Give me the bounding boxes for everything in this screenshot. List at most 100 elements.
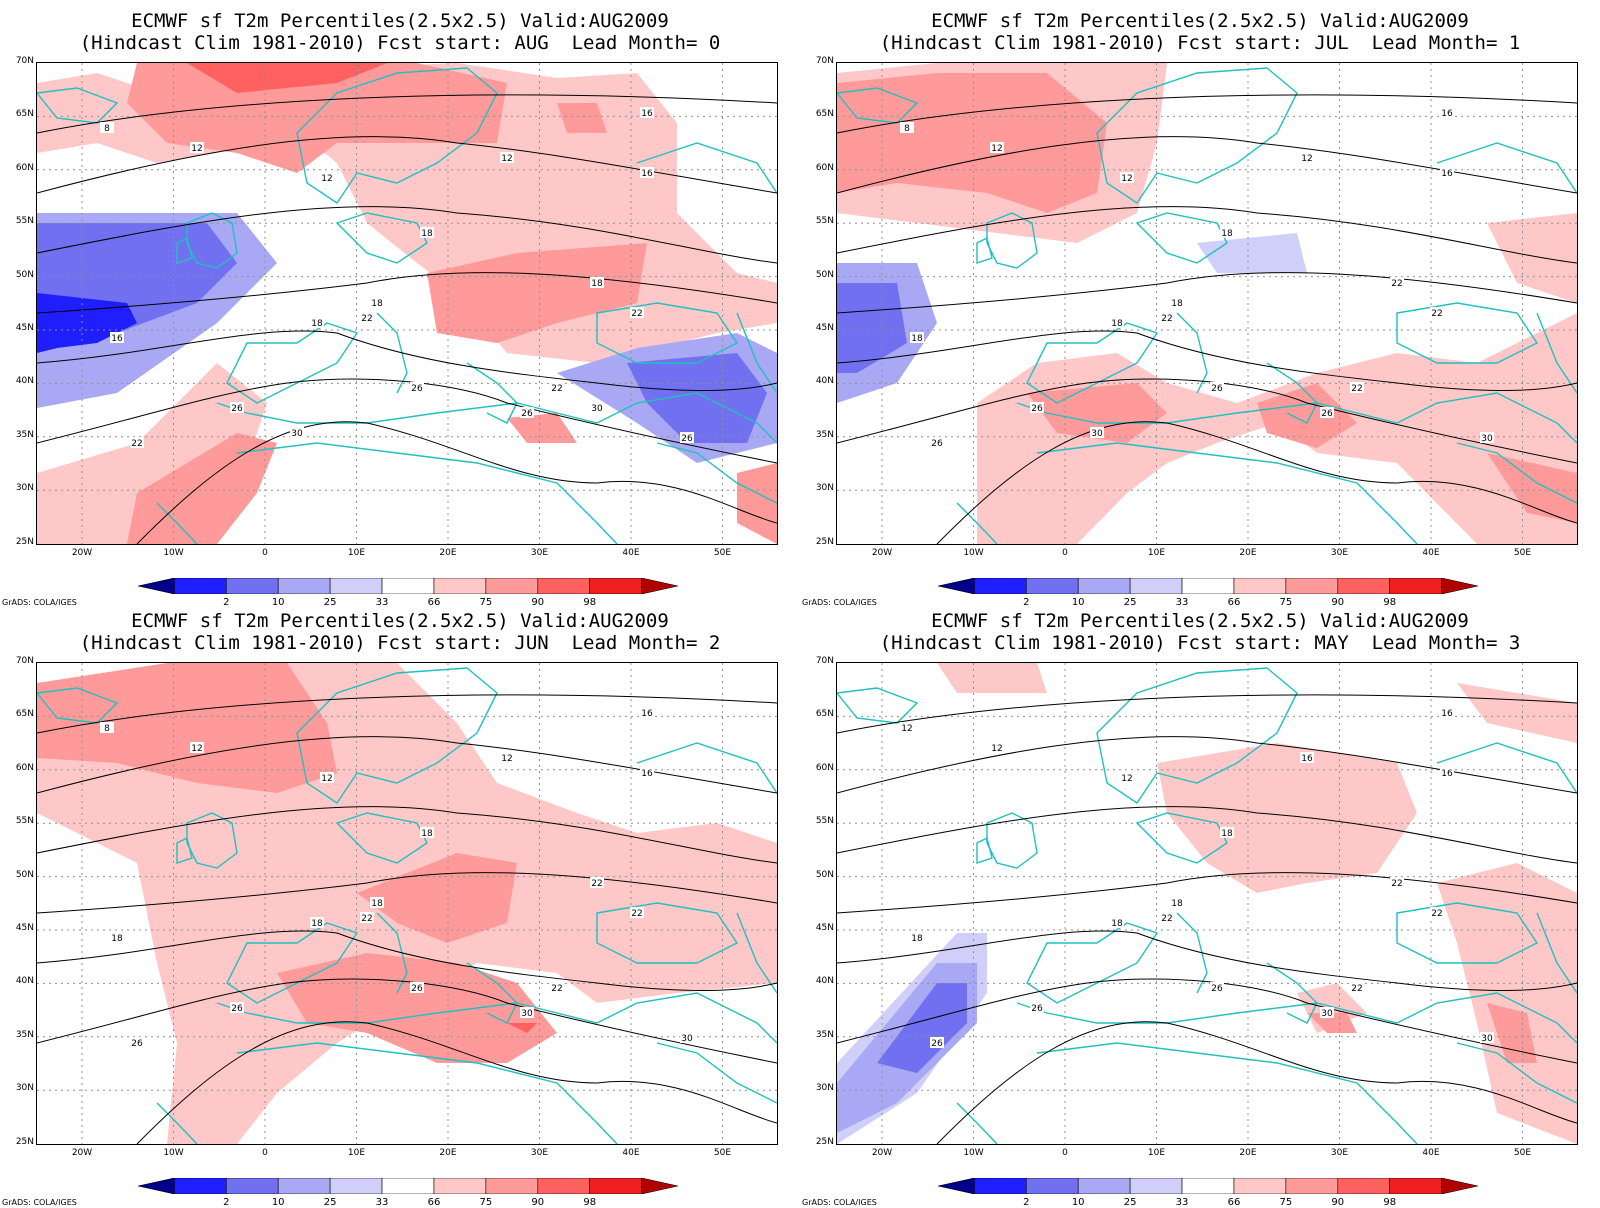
- coastline: [956, 502, 998, 544]
- temperature-contour: [837, 330, 1577, 391]
- percentile-shading: [837, 283, 907, 373]
- contour-label-bg: [420, 227, 434, 238]
- coastline: [216, 992, 777, 1044]
- colorbar: [137, 577, 679, 595]
- contour-label-bg: [290, 427, 304, 438]
- contour-label: 22: [551, 984, 562, 994]
- contour-label: 12: [1121, 774, 1132, 784]
- lon-tick-label: 20W: [871, 1148, 893, 1158]
- colorbar-label: 10: [271, 597, 285, 608]
- lat-tick-label: 35N: [815, 1029, 834, 1040]
- percentile-shading: [1487, 1003, 1537, 1063]
- colorbar-label: 25: [323, 597, 337, 608]
- colorbar-swatch: [1233, 1177, 1287, 1195]
- temperature-contour: [37, 872, 777, 914]
- panel-title-line2: (Hindcast Clim 1981-2010) Fcst start: MA…: [879, 632, 1521, 654]
- lon-tick-label: 10W: [163, 1148, 184, 1158]
- map-panel-2: ECMWF sf T2m Percentiles(2.5x2.5) Valid:…: [0, 600, 800, 1208]
- lon-tick-label: 20E: [439, 548, 457, 558]
- contour-label: 26: [681, 434, 693, 444]
- colorbar-swatch: [1129, 1177, 1183, 1195]
- contour-label: 30: [1321, 1009, 1333, 1019]
- contour-label-bg: [900, 122, 914, 133]
- colorbar-label: 10: [1071, 597, 1085, 608]
- contour-label-bg: [1440, 707, 1454, 718]
- lon-tick-label: 20E: [439, 1148, 457, 1158]
- contour-label-bg: [1030, 402, 1044, 413]
- lat-tick-label: 70N: [815, 56, 834, 66]
- coastline: [37, 87, 119, 124]
- contour-label-bg: [1220, 227, 1234, 238]
- coastline: [296, 67, 498, 204]
- contour-label: 22: [1431, 909, 1442, 919]
- lat-tick-label: 25N: [15, 1136, 34, 1147]
- contour-label-bg: [900, 722, 914, 733]
- contour-label-bg: [990, 142, 1004, 153]
- contour-label-bg: [1170, 297, 1184, 308]
- lat-tick-label: 55N: [15, 816, 34, 827]
- percentile-shading: [1487, 453, 1577, 523]
- percentile-shading: [937, 663, 1047, 693]
- contour-label: 18: [1111, 919, 1123, 929]
- percentile-shading: [127, 433, 277, 544]
- panel-title-line1: ECMWF sf T2m Percentiles(2.5x2.5) Valid:…: [931, 610, 1469, 632]
- lat-tick-label: 65N: [815, 709, 834, 720]
- contour-label-bg: [1210, 382, 1224, 393]
- contour-label-bg: [1440, 167, 1454, 178]
- contour-label-bg: [1120, 772, 1134, 783]
- contour-label-bg: [410, 382, 424, 393]
- temperature-contour: [837, 694, 1577, 734]
- contour-label-bg: [110, 932, 124, 943]
- coastline: [1536, 912, 1577, 994]
- coastline: [1456, 442, 1577, 504]
- contour-label-bg: [500, 752, 514, 763]
- temperature-contour: [837, 978, 1577, 1064]
- temperature-contour: [37, 806, 777, 864]
- contour-label-bg: [1440, 767, 1454, 778]
- coastline: [176, 836, 193, 864]
- contour-label: 30: [1091, 429, 1103, 439]
- lon-tick-label: 0: [262, 1148, 268, 1158]
- coastline: [1096, 667, 1298, 804]
- coastline: [976, 836, 993, 864]
- contour-label-bg: [520, 407, 534, 418]
- contour-label-bg: [320, 772, 334, 783]
- contour-label-bg: [360, 912, 374, 923]
- colorbar-swatch: [1441, 577, 1479, 595]
- contour-label-bg: [630, 907, 644, 918]
- lat-tick-label: 40N: [815, 976, 834, 987]
- lon-tick-label: 10W: [963, 548, 984, 558]
- temperature-contour: [837, 872, 1577, 914]
- lat-tick-label: 50N: [15, 869, 34, 880]
- colorbar-swatch: [1285, 1177, 1339, 1195]
- contour-label-bg: [1090, 427, 1104, 438]
- colorbar: [937, 577, 1479, 595]
- contour-label-bg: [910, 332, 924, 343]
- contour-label-bg: [320, 172, 334, 183]
- coastline: [216, 392, 777, 444]
- percentile-shading: [1457, 683, 1577, 743]
- colorbar-label: 25: [1123, 597, 1137, 608]
- percentile-shading: [187, 63, 387, 93]
- map-canvas: 12 12 12 16 16 16 18 18 18 18 22 22 22 22 26 26 26 30 30: [837, 663, 1577, 1144]
- coastline: [296, 667, 498, 804]
- map-area: 8 12 12 12 16 16 16 18 18 18 18 22 22 22 22 26 26 26 26 30 3…: [36, 62, 778, 545]
- colorbar-label: 25: [1123, 1197, 1137, 1208]
- colorbar-swatch: [174, 1177, 227, 1195]
- lat-tick-label: 50N: [815, 869, 834, 880]
- lon-tick-label: 20W: [871, 548, 893, 558]
- contour-label: 26: [231, 404, 243, 414]
- contour-label-bg: [100, 722, 114, 733]
- colorbar-swatch: [329, 1177, 383, 1195]
- colorbar-swatch: [1441, 1177, 1479, 1195]
- coastline: [1016, 392, 1577, 444]
- contour-label-bg: [1160, 312, 1174, 323]
- contour-label: 26: [411, 384, 423, 394]
- contour-label-bg: [1160, 912, 1174, 923]
- panel-title-line2: (Hindcast Clim 1981-2010) Fcst start: JU…: [879, 32, 1521, 54]
- panel-title-line2: (Hindcast Clim 1981-2010) Fcst start: JU…: [79, 632, 721, 654]
- grads-credit: GrADS: COLA/IGES: [802, 598, 877, 607]
- panel-title-line1: ECMWF sf T2m Percentiles(2.5x2.5) Valid:…: [131, 10, 669, 32]
- lat-tick-label: 55N: [815, 216, 834, 227]
- contour-label-bg: [550, 982, 564, 993]
